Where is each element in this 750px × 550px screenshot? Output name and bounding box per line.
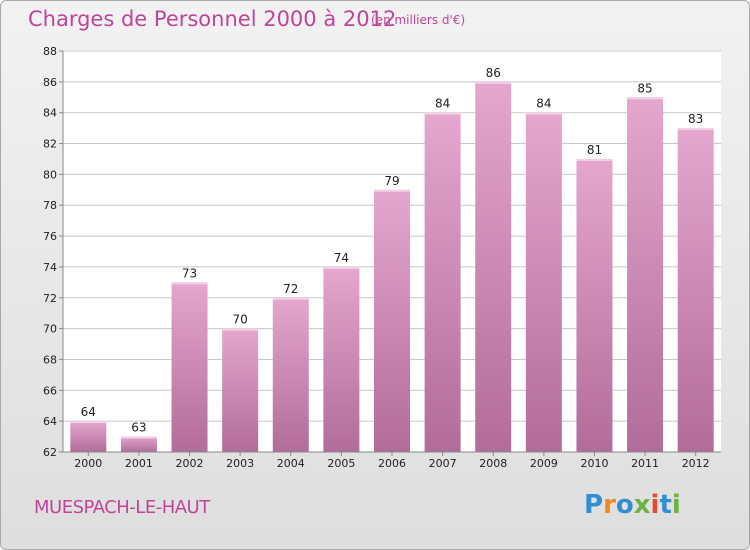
bar-top-edge bbox=[70, 421, 107, 424]
y-tick-label: 86 bbox=[43, 76, 57, 89]
bar-top-edge bbox=[627, 97, 664, 100]
x-tick-label: 2007 bbox=[429, 457, 457, 470]
y-tick-label: 62 bbox=[43, 446, 57, 459]
bars bbox=[70, 81, 714, 453]
y-tick-label: 68 bbox=[43, 353, 57, 366]
bar-top-edge bbox=[120, 436, 157, 439]
x-tick-label: 2006 bbox=[378, 457, 406, 470]
bar-top-edge bbox=[272, 297, 309, 300]
x-tick-label: 2012 bbox=[682, 457, 710, 470]
logo-letter: x bbox=[633, 490, 651, 520]
bar bbox=[576, 158, 613, 452]
bar-top-edge bbox=[374, 189, 410, 192]
y-tick-label: 70 bbox=[43, 323, 57, 336]
data-label: 72 bbox=[283, 282, 298, 296]
x-tick-labels: 2000 2001 2002 2003 2004 2005 2006 2007 2008 2009… bbox=[74, 452, 710, 470]
logo-letter: i bbox=[671, 490, 681, 520]
data-label: 74 bbox=[334, 251, 349, 265]
x-tick-label: 2003 bbox=[226, 457, 254, 470]
bar bbox=[374, 189, 410, 453]
place-name: MUESPACH-LE-HAUT bbox=[34, 497, 210, 518]
bar-top-edge bbox=[323, 266, 360, 269]
y-tick-label: 66 bbox=[43, 384, 57, 397]
x-tick-label: 2004 bbox=[277, 457, 305, 470]
x-tick-label: 2001 bbox=[125, 457, 153, 470]
y-tick-label: 76 bbox=[43, 230, 57, 243]
bar-top-edge bbox=[475, 81, 512, 84]
x-tick-label: 2011 bbox=[631, 457, 659, 470]
bar bbox=[70, 421, 107, 452]
bar-top-edge bbox=[171, 282, 208, 285]
bar bbox=[677, 128, 714, 452]
bar bbox=[424, 112, 461, 452]
logo-letter: P bbox=[584, 490, 604, 520]
y-tick-label: 82 bbox=[43, 138, 57, 151]
data-labels: 64 63 73 70 72 74 79 84 86 84 81 85 83 bbox=[81, 66, 704, 435]
logo-letter: t bbox=[659, 490, 672, 520]
x-tick-label: 2010 bbox=[580, 457, 608, 470]
y-tick-label: 88 bbox=[43, 45, 57, 58]
bar bbox=[475, 81, 512, 452]
data-label: 84 bbox=[435, 97, 450, 111]
bar bbox=[323, 266, 360, 452]
bar bbox=[272, 297, 309, 452]
y-tick-label: 72 bbox=[43, 292, 57, 305]
bar bbox=[525, 112, 562, 452]
logo-letter: r bbox=[603, 490, 616, 520]
data-label: 83 bbox=[688, 112, 703, 126]
y-tick-label: 74 bbox=[43, 261, 57, 274]
data-label: 63 bbox=[131, 421, 146, 435]
bar-top-edge bbox=[525, 112, 562, 115]
data-label: 79 bbox=[384, 174, 399, 188]
x-tick-label: 2005 bbox=[327, 457, 355, 470]
data-label: 70 bbox=[233, 313, 248, 327]
data-label: 73 bbox=[182, 266, 197, 280]
data-label: 64 bbox=[81, 405, 96, 419]
bar-top-edge bbox=[222, 328, 259, 331]
y-tick-label: 80 bbox=[43, 168, 57, 181]
data-label: 85 bbox=[637, 81, 652, 95]
bar bbox=[222, 328, 259, 452]
y-tick-label: 78 bbox=[43, 199, 57, 212]
bar-top-edge bbox=[677, 128, 714, 131]
bar-top-edge bbox=[576, 158, 613, 161]
data-label: 84 bbox=[536, 97, 551, 111]
y-tick-label: 64 bbox=[43, 415, 57, 428]
data-label: 81 bbox=[587, 143, 602, 157]
proxiti-logo: Proxiti bbox=[584, 490, 681, 520]
y-tick-label: 84 bbox=[43, 107, 57, 120]
x-tick-label: 2000 bbox=[74, 457, 102, 470]
bar bbox=[171, 282, 208, 452]
chart-subtitle: (en milliers d'€) bbox=[371, 13, 466, 27]
logo-letter: o bbox=[615, 490, 634, 520]
x-tick-label: 2002 bbox=[176, 457, 204, 470]
bar-top-edge bbox=[424, 112, 461, 115]
bar bbox=[627, 97, 664, 453]
bar bbox=[120, 436, 157, 452]
x-tick-label: 2009 bbox=[530, 457, 558, 470]
y-tick-labels: 62 64 66 68 70 72 74 76 78 80 82 84 86 88 bbox=[43, 45, 57, 459]
chart-title: Charges de Personnel 2000 à 2012 bbox=[28, 7, 397, 31]
logo-letter: i bbox=[650, 490, 660, 520]
x-tick-label: 2008 bbox=[479, 457, 507, 470]
data-label: 86 bbox=[486, 66, 501, 80]
